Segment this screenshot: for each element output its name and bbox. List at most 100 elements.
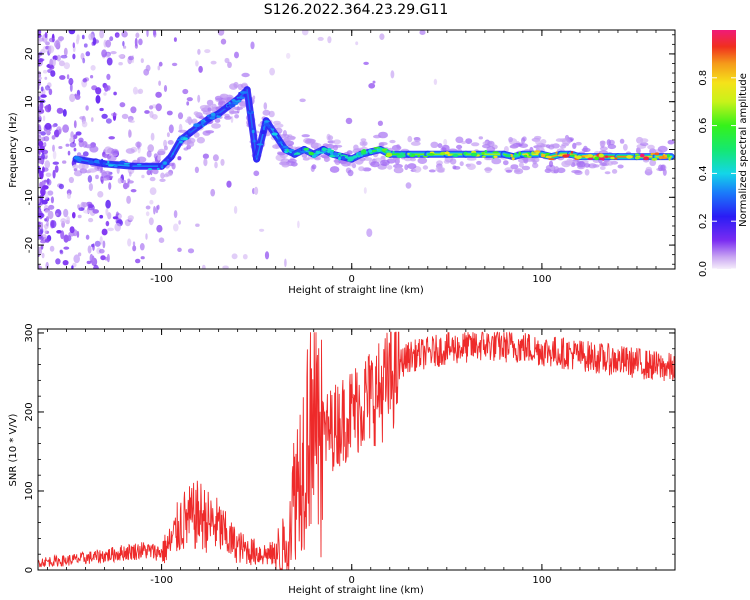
noise-blob [58,146,63,149]
noise-blob [202,153,209,159]
halo-blob [410,141,421,146]
snr-panel: -100 0 100 0 100 200 300 Height of straight li… [8,323,676,596]
noise-blob [60,218,67,224]
halo-blob [657,145,668,153]
noise-blob [54,165,59,173]
noise-blob [220,158,225,166]
snr-plot-area [38,329,675,570]
noise-blob [132,241,136,246]
noise-blob [38,96,41,101]
halo-blob [410,157,416,162]
ridge-speckle [634,153,639,156]
halo-blob [362,141,368,146]
ridge-speckle [254,155,259,158]
ridge-speckle [605,155,608,159]
noise-blob [186,97,193,102]
noise-blob [72,42,76,49]
halo-blob [333,144,338,151]
ridge-speckle [376,148,379,151]
noise-blob [74,93,77,97]
halo-blob [273,120,281,125]
noise-blob [44,104,52,113]
halo-blob [380,155,386,160]
halo-blob [407,163,417,170]
noise-blob [114,222,121,232]
halo-blob [262,109,271,116]
noise-blob [69,93,76,103]
halo-blob [241,82,248,87]
halo-blob [486,146,496,153]
noise-blob [82,202,88,208]
halo-blob [647,144,655,150]
halo-blob [575,141,582,146]
noise-blob [433,78,438,85]
ridge-speckle [511,157,515,161]
noise-blob [86,260,92,265]
noise-blob [250,41,255,50]
halo-blob [301,153,308,158]
noise-blob [83,209,90,214]
noise-blob [52,161,59,165]
halo-blob [391,144,402,151]
halo-blob [125,148,135,154]
ridge-speckle [88,160,95,164]
noise-blob [173,37,177,42]
halo-blob [281,162,290,168]
ridge-speckle [614,157,618,160]
noise-blob [48,37,56,43]
halo-blob [304,138,315,145]
ridge-speckle [666,153,670,158]
ridge-speckle [211,115,216,119]
noise-blob [54,40,61,49]
noise-blob [91,255,95,263]
noise-blob [163,145,168,151]
halo-blob [358,166,365,172]
halo-blob [234,114,240,119]
x-tick-label: 0 [349,274,355,285]
noise-blob [52,150,57,160]
noise-blob [149,187,157,196]
noise-blob [38,195,41,205]
noise-blob [92,209,99,214]
halo-blob [99,169,106,174]
halo-blob [387,165,393,170]
noise-blob [75,131,82,136]
halo-blob [510,164,519,170]
halo-blob [289,136,296,141]
noise-blob [38,264,41,269]
halo-blob [380,159,390,166]
noise-blob [177,156,182,161]
halo-blob [535,139,541,145]
halo-blob [583,145,588,152]
ridge-speckle [156,167,160,170]
halo-blob [237,83,244,91]
noise-blob [377,120,383,127]
noise-blob [227,61,232,68]
noise-blob [149,199,154,205]
halo-blob [81,163,89,170]
noise-blob [127,215,134,221]
noise-blob [105,208,109,216]
noise-blob [40,221,44,230]
ridge-speckle [163,161,167,165]
ridge-speckle [587,154,593,158]
noise-blob [52,124,56,128]
ridge-speckle [205,118,212,123]
halo-blob [152,168,159,175]
x-tick-label: 100 [532,575,551,586]
halo-blob [233,81,239,89]
figure-title: S126.2022.364.23.29.G11 [264,2,449,18]
halo-blob [521,137,526,144]
halo-blob [312,142,322,149]
ridge-speckle [267,125,272,129]
noise-blob [88,33,94,41]
halo-blob [484,166,492,174]
noise-blob [317,36,324,41]
ridge-speckle [73,156,80,160]
y-tick-label: 100 [24,481,35,500]
ridge-speckle [107,160,110,164]
noise-blob [145,233,148,240]
noise-blob [50,219,55,229]
noise-blob [419,30,426,35]
noise-blob [85,105,89,111]
